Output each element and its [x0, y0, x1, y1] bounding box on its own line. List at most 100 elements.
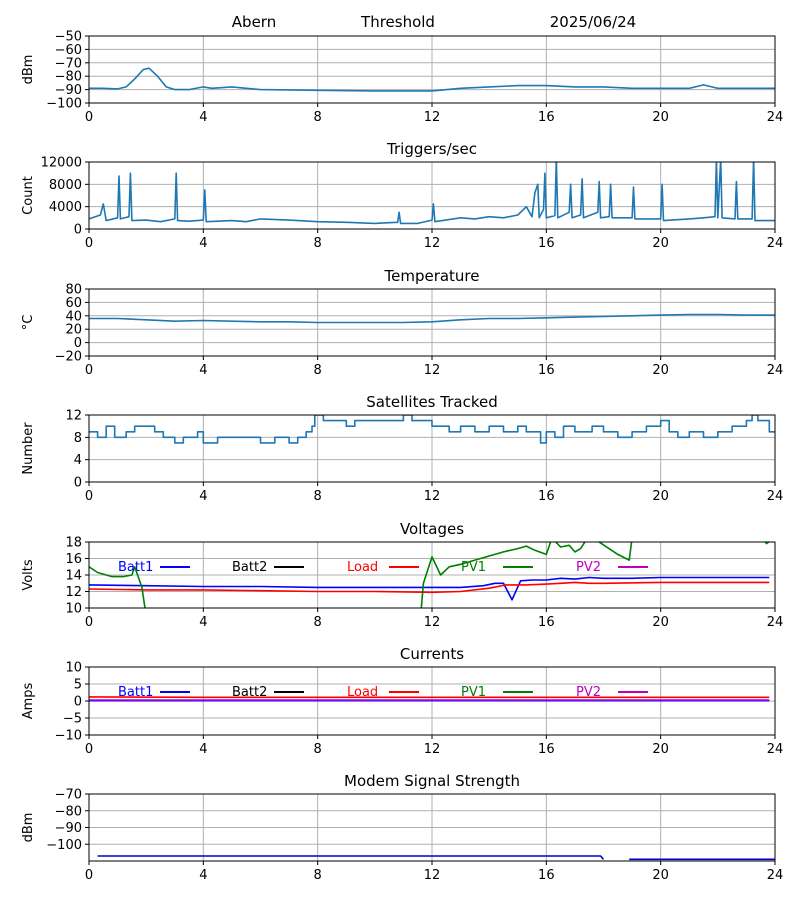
y-tick-label: 40 [65, 309, 82, 324]
series-line-0 [89, 415, 775, 444]
y-tick-label: −20 [55, 350, 82, 365]
figure-header: Abern Threshold 2025/06/24 [232, 13, 636, 31]
header-station: Abern [232, 13, 276, 31]
panel-title: Triggers/sec [386, 140, 477, 158]
x-tick-label: 0 [85, 236, 93, 251]
y-axis-label: dBm [21, 813, 36, 843]
x-tick-label: 4 [199, 236, 207, 251]
y-tick-label: 4000 [49, 200, 82, 215]
y-tick-label: 14 [65, 569, 82, 584]
y-tick-label: 4 [74, 453, 82, 468]
y-axis-label: Count [21, 176, 36, 215]
legend-label-load: Load [347, 685, 378, 700]
x-tick-label: 4 [199, 110, 207, 125]
header-title: Threshold [360, 13, 435, 31]
x-tick-label: 8 [314, 742, 322, 757]
y-tick-label: 8000 [49, 178, 82, 193]
y-tick-label: −80 [55, 70, 82, 85]
x-tick-label: 16 [538, 236, 555, 251]
legend-label-load: Load [347, 560, 378, 575]
y-tick-label: −100 [46, 97, 82, 112]
x-tick-label: 16 [538, 110, 555, 125]
legend-label-batt1: Batt1 [118, 560, 153, 575]
y-axis-label: Amps [21, 682, 36, 719]
x-tick-label: 4 [199, 489, 207, 504]
panel-title: Currents [400, 645, 464, 663]
x-tick-label: 4 [199, 615, 207, 630]
y-tick-label: −70 [55, 56, 82, 71]
panel-title: Satellites Tracked [366, 393, 497, 411]
x-tick-label: 0 [85, 489, 93, 504]
panel-threshold: 0 4 8 12 16 20 24 −100−90−80−70−60−50 dBm [21, 30, 783, 126]
x-tick-label: 8 [314, 236, 322, 251]
series-line-0 [89, 67, 775, 92]
x-tick-label: 20 [652, 363, 669, 378]
y-tick-label: −10 [55, 729, 82, 744]
panel-title: Modem Signal Strength [344, 772, 520, 790]
y-tick-label: 0 [74, 476, 82, 491]
x-tick-label: 12 [424, 236, 441, 251]
panel-title: Temperature [383, 267, 479, 285]
x-tick-label: 20 [652, 615, 669, 630]
y-axis-label: Number [21, 422, 36, 475]
legend-label-batt2: Batt2 [232, 685, 267, 700]
y-tick-label: −80 [55, 804, 82, 819]
y-tick-label: 12 [65, 585, 82, 600]
x-tick-label: 8 [314, 363, 322, 378]
x-tick-label: 4 [199, 868, 207, 883]
legend-label-pv2: PV2 [576, 560, 601, 575]
x-tick-label: 24 [767, 868, 784, 883]
y-tick-label: −70 [55, 788, 82, 803]
y-axis-label: dBm [21, 55, 36, 85]
x-tick-label: 16 [538, 742, 555, 757]
x-tick-label: 8 [314, 868, 322, 883]
x-tick-label: 0 [85, 868, 93, 883]
panel-triggers: 0 4 8 12 16 20 24 0 4000 8000 12000 Triggers/sec Cou… [21, 140, 783, 251]
y-axis-label: Volts [21, 559, 36, 591]
x-tick-label: 4 [199, 742, 207, 757]
x-tick-label: 24 [767, 489, 784, 504]
x-tick-label: 0 [85, 615, 93, 630]
y-tick-label: −60 [55, 43, 82, 58]
y-tick-label: 10 [65, 602, 82, 617]
x-tick-label: 12 [424, 363, 441, 378]
series-line-pv1 [89, 542, 771, 608]
x-tick-label: 8 [314, 615, 322, 630]
panel-satellites: 0 4 8 12 16 20 24 0 4 8 12 Satellites Tracked Number [21, 393, 783, 504]
y-tick-label: 8 [74, 431, 82, 446]
y-tick-label: −5 [63, 712, 82, 727]
x-tick-label: 12 [424, 742, 441, 757]
series-line-batt1 [89, 576, 770, 601]
y-tick-label: 5 [74, 678, 82, 693]
x-tick-label: 24 [767, 363, 784, 378]
x-tick-label: 24 [767, 110, 784, 125]
x-tick-label: 20 [652, 868, 669, 883]
panel-modem: 0 4 8 12 16 20 24 −100 −90 −80−70 Modem Signal Str… [21, 772, 783, 883]
x-tick-label: 20 [652, 236, 669, 251]
y-tick-label: 80 [65, 283, 82, 298]
header-date: 2025/06/24 [550, 13, 636, 31]
y-tick-label: −50 [55, 30, 82, 45]
panel-title: Voltages [400, 520, 464, 538]
y-tick-label: −90 [55, 83, 82, 98]
x-tick-label: 12 [424, 489, 441, 504]
x-tick-label: 8 [314, 110, 322, 125]
x-tick-label: 16 [538, 489, 555, 504]
x-tick-label: 12 [424, 868, 441, 883]
y-tick-label: 0 [74, 223, 82, 238]
y-tick-label: 60 [65, 296, 82, 311]
x-tick-label: 20 [652, 489, 669, 504]
x-tick-label: 0 [85, 363, 93, 378]
legend-label-pv1: PV1 [461, 560, 486, 575]
series-line-0 [89, 313, 775, 324]
x-tick-label: 12 [424, 110, 441, 125]
y-tick-label: 12 [65, 409, 82, 424]
y-tick-label: −100 [46, 838, 82, 853]
y-axis-label: °C [21, 315, 36, 331]
x-tick-label: 12 [424, 615, 441, 630]
legend-label-pv2: PV2 [576, 685, 601, 700]
series-line-0 [89, 162, 775, 225]
x-tick-label: 24 [767, 615, 784, 630]
